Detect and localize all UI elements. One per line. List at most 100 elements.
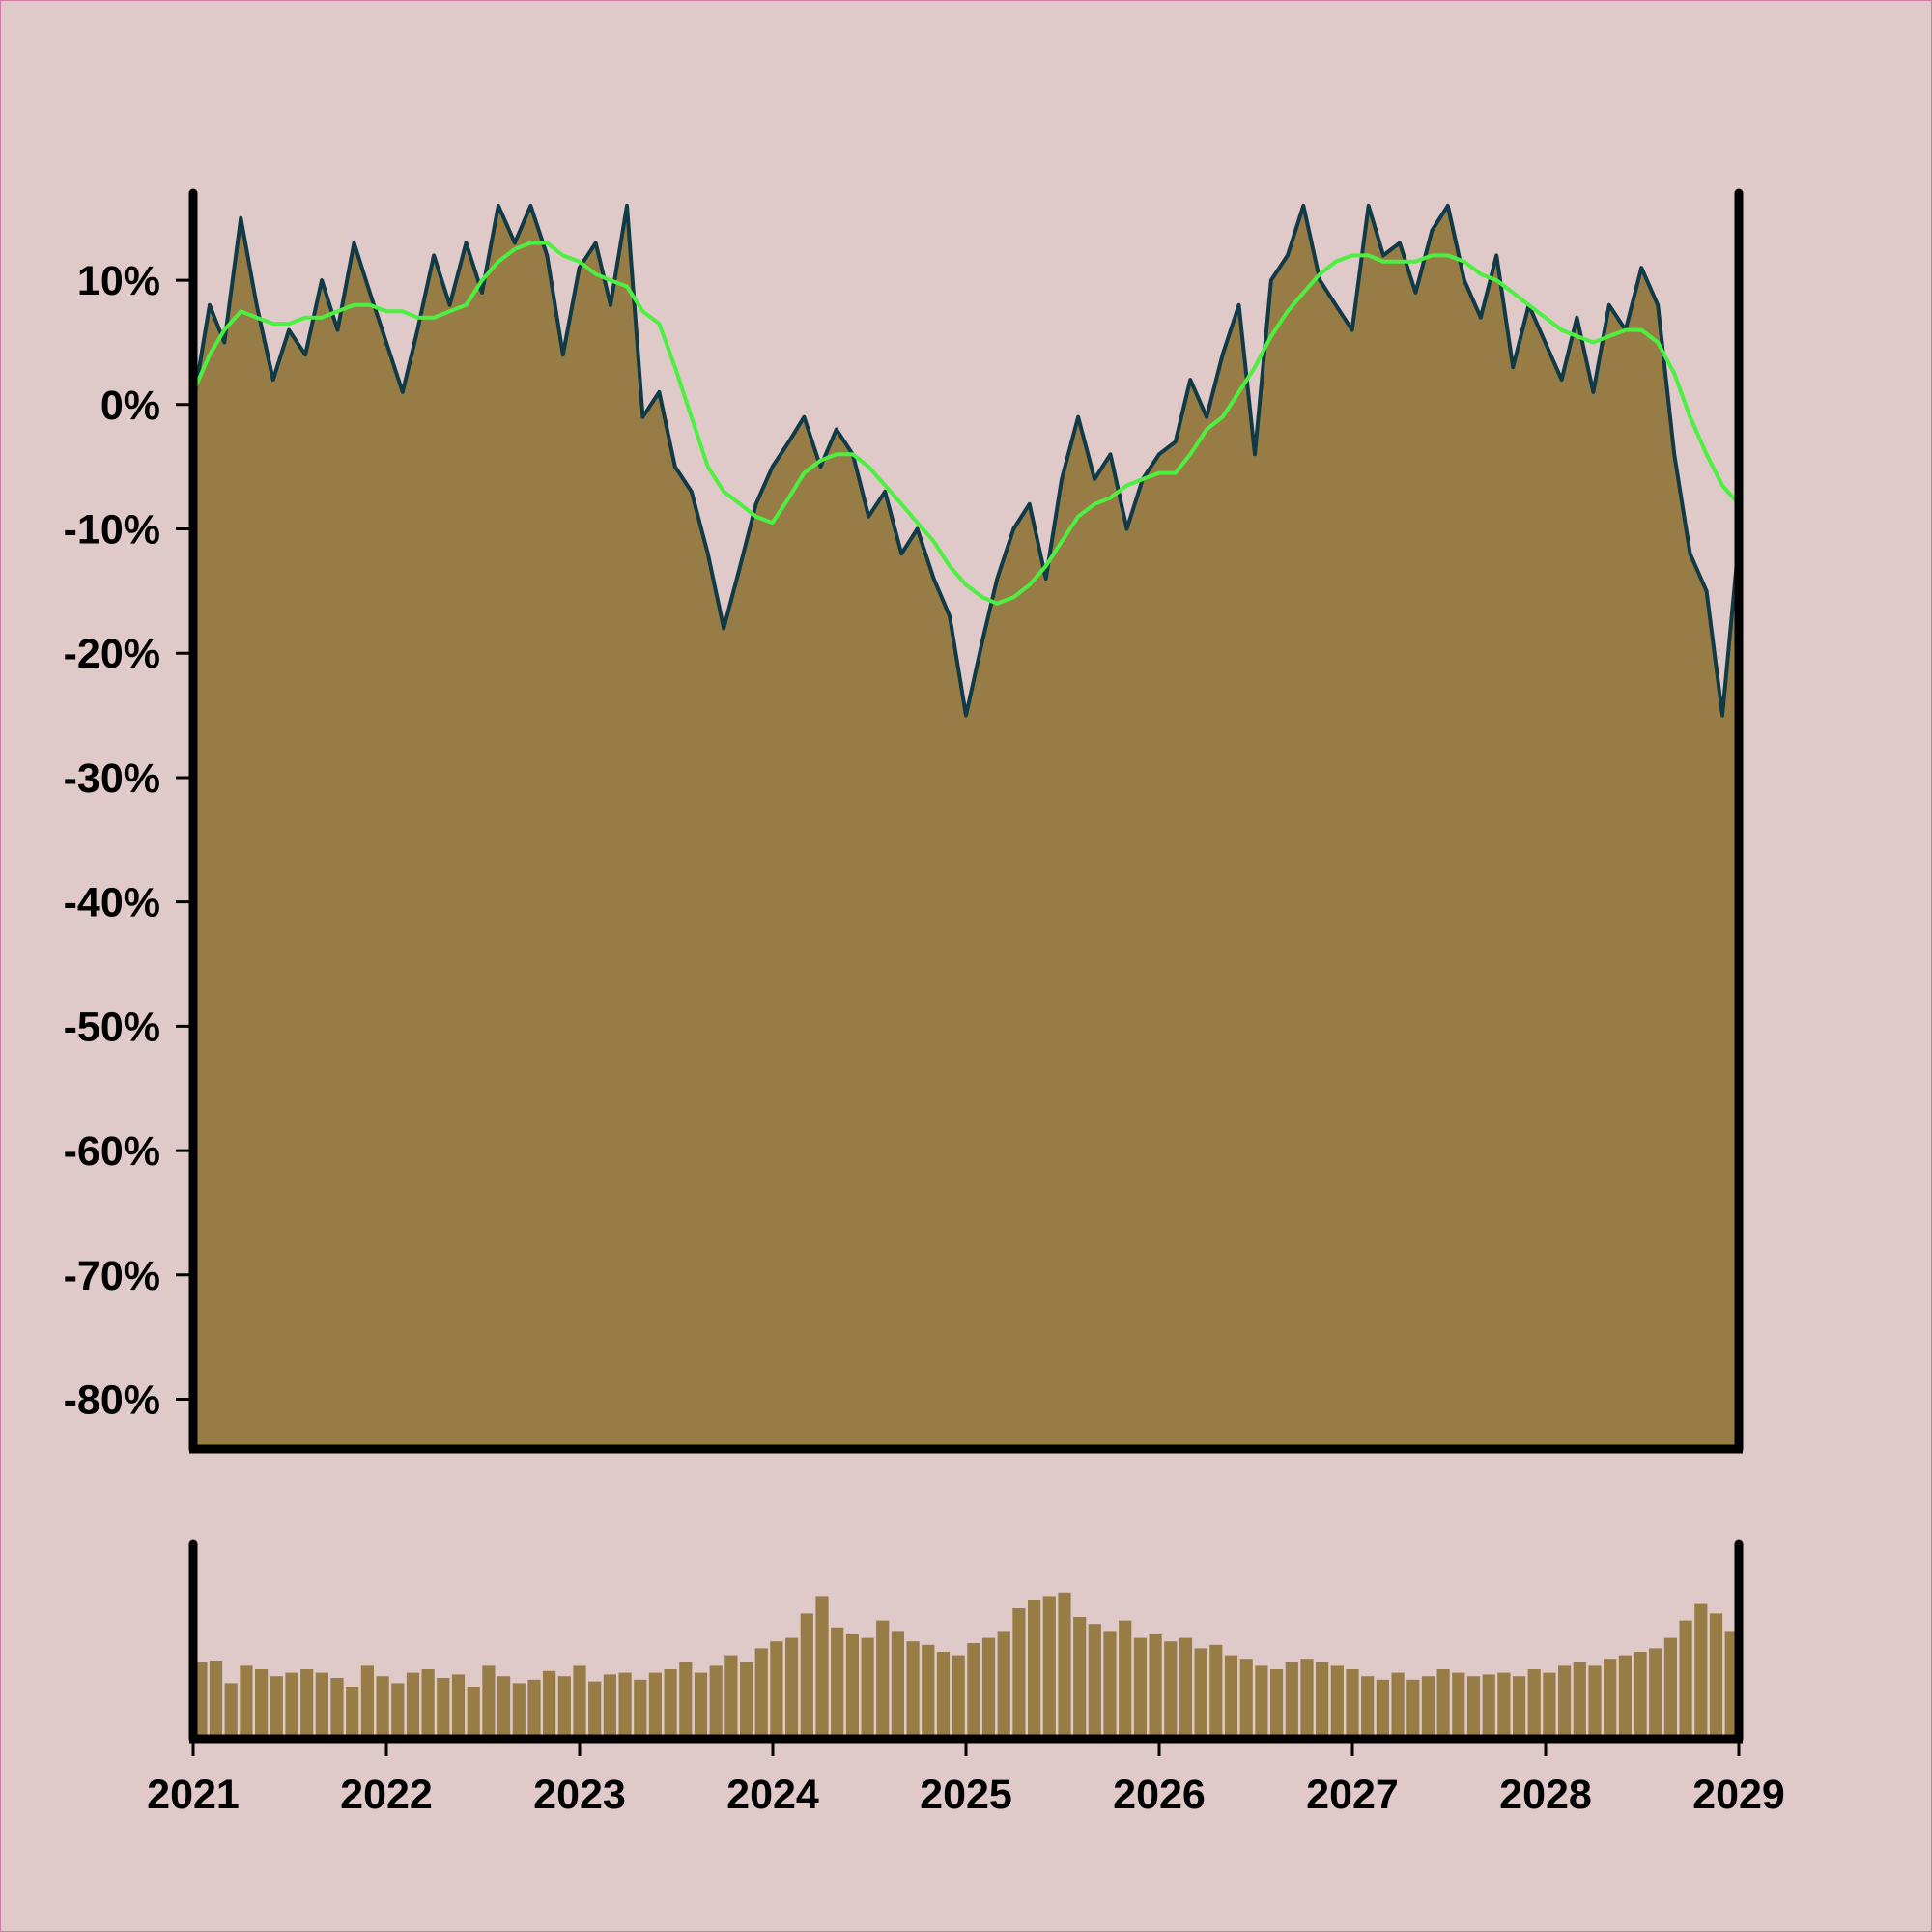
volume-bar bbox=[527, 1679, 541, 1739]
volume-bar bbox=[1028, 1600, 1041, 1739]
volume-bar bbox=[634, 1679, 647, 1739]
volume-bar bbox=[891, 1631, 904, 1739]
volume-bar bbox=[952, 1655, 965, 1739]
volume-bar bbox=[603, 1674, 616, 1739]
volume-bar bbox=[1119, 1620, 1132, 1739]
volume-bar bbox=[1482, 1674, 1495, 1739]
volume-bar bbox=[1042, 1596, 1056, 1739]
volume-bar bbox=[194, 1662, 208, 1739]
volume-bar bbox=[648, 1672, 662, 1739]
volume-bar bbox=[270, 1676, 283, 1739]
volume-bar bbox=[573, 1665, 586, 1739]
volume-bar bbox=[557, 1676, 571, 1739]
y-tick-label: -20% bbox=[64, 631, 160, 677]
volume-bar bbox=[1179, 1637, 1193, 1739]
x-axis-ticks: 2021 2022 2023 2024 2025 2026 2027 2028 2029 bbox=[147, 1739, 1785, 1818]
main-panel: 10% 0% -10% -20% -30% -40% -50% -60% -70% -80% bbox=[64, 188, 1744, 1454]
volume-bar bbox=[740, 1662, 753, 1739]
volume-bar bbox=[240, 1665, 253, 1739]
y-tick-label: -60% bbox=[64, 1128, 160, 1175]
volume-bar bbox=[815, 1596, 829, 1739]
y-tick-label: -70% bbox=[64, 1253, 160, 1299]
y-tick-label: 0% bbox=[100, 383, 160, 429]
volume-bar bbox=[1012, 1608, 1026, 1739]
volume-bar bbox=[922, 1644, 935, 1739]
volume-bar bbox=[981, 1637, 996, 1739]
volume-bar bbox=[1330, 1665, 1344, 1739]
x-tick-label: 2023 bbox=[533, 1772, 626, 1818]
volume-bar bbox=[1300, 1659, 1314, 1739]
volume-bar bbox=[1588, 1665, 1602, 1739]
volume-bar bbox=[1497, 1672, 1511, 1739]
volume-bar bbox=[1513, 1676, 1526, 1739]
volume-bars bbox=[194, 1592, 1738, 1739]
x-tick-label: 2021 bbox=[147, 1772, 240, 1818]
volume-bar bbox=[1255, 1665, 1268, 1739]
volume-bar bbox=[709, 1665, 723, 1739]
volume-bar bbox=[876, 1620, 890, 1739]
volume-bar bbox=[255, 1669, 269, 1739]
volume-bar bbox=[497, 1676, 511, 1739]
x-tick-label: 2022 bbox=[340, 1772, 433, 1818]
volume-bar bbox=[437, 1678, 450, 1739]
volume-bar bbox=[1466, 1676, 1481, 1739]
x-tick-label: 2025 bbox=[920, 1772, 1012, 1818]
volume-bar bbox=[1270, 1669, 1284, 1739]
volume-bar bbox=[1421, 1676, 1435, 1739]
volume-bar bbox=[588, 1681, 602, 1739]
volume-bar bbox=[906, 1641, 920, 1739]
volume-bar bbox=[543, 1670, 556, 1739]
volume-bar bbox=[467, 1687, 480, 1739]
volume-bar bbox=[1618, 1655, 1632, 1739]
y-tick-label: -80% bbox=[64, 1378, 160, 1424]
volume-bar bbox=[679, 1662, 693, 1739]
volume-bar bbox=[1391, 1672, 1405, 1739]
volume-bar bbox=[1149, 1634, 1162, 1739]
volume-bar bbox=[1194, 1648, 1208, 1739]
volume-bar bbox=[770, 1641, 783, 1739]
volume-bar bbox=[482, 1665, 496, 1739]
volume-bar bbox=[1543, 1672, 1556, 1739]
y-tick-label: -40% bbox=[64, 880, 160, 926]
x-tick-label: 2028 bbox=[1499, 1772, 1592, 1818]
volume-bar bbox=[391, 1683, 405, 1739]
volume-bar bbox=[1694, 1603, 1708, 1739]
volume-bar bbox=[1436, 1669, 1450, 1739]
volume-bar bbox=[1649, 1648, 1662, 1739]
volume-bar bbox=[1376, 1679, 1389, 1739]
volume-bar bbox=[1604, 1659, 1617, 1739]
volume-bar bbox=[406, 1672, 420, 1739]
volume-bar bbox=[1679, 1620, 1692, 1739]
volume-bar bbox=[1133, 1637, 1147, 1739]
volume-bar bbox=[724, 1655, 738, 1739]
volume-bar bbox=[512, 1683, 526, 1739]
volume-bar bbox=[831, 1627, 844, 1739]
moving-average-line bbox=[191, 241, 1741, 606]
volume-bar bbox=[285, 1672, 298, 1739]
volume-bar bbox=[1361, 1676, 1375, 1739]
volume-bar bbox=[451, 1674, 466, 1739]
volume-bar bbox=[315, 1672, 328, 1739]
volume-bar bbox=[1634, 1652, 1647, 1739]
volume-bar bbox=[1316, 1662, 1329, 1739]
volume-bar bbox=[1406, 1679, 1420, 1739]
volume-bar bbox=[1346, 1669, 1359, 1739]
price-area bbox=[193, 205, 1739, 1449]
volume-bar bbox=[1663, 1637, 1677, 1739]
volume-bar bbox=[664, 1669, 677, 1739]
volume-bar bbox=[861, 1637, 874, 1739]
y-axis-ticks: 10% 0% -10% -20% -30% -40% -50% -60% -70% -80% bbox=[64, 258, 193, 1424]
volume-bar bbox=[1103, 1631, 1117, 1739]
x-tick-label: 2027 bbox=[1306, 1772, 1399, 1818]
x-tick-label: 2026 bbox=[1113, 1772, 1206, 1818]
volume-bar bbox=[1573, 1662, 1586, 1739]
volume-bar bbox=[1285, 1662, 1298, 1739]
x-tick-label: 2024 bbox=[726, 1772, 819, 1818]
volume-bar bbox=[785, 1637, 799, 1739]
y-tick-label: -50% bbox=[64, 1004, 160, 1050]
y-tick-label: 10% bbox=[77, 258, 160, 304]
volume-bar bbox=[209, 1661, 223, 1739]
volume-bar bbox=[967, 1643, 980, 1739]
volume-bar bbox=[1224, 1655, 1238, 1739]
